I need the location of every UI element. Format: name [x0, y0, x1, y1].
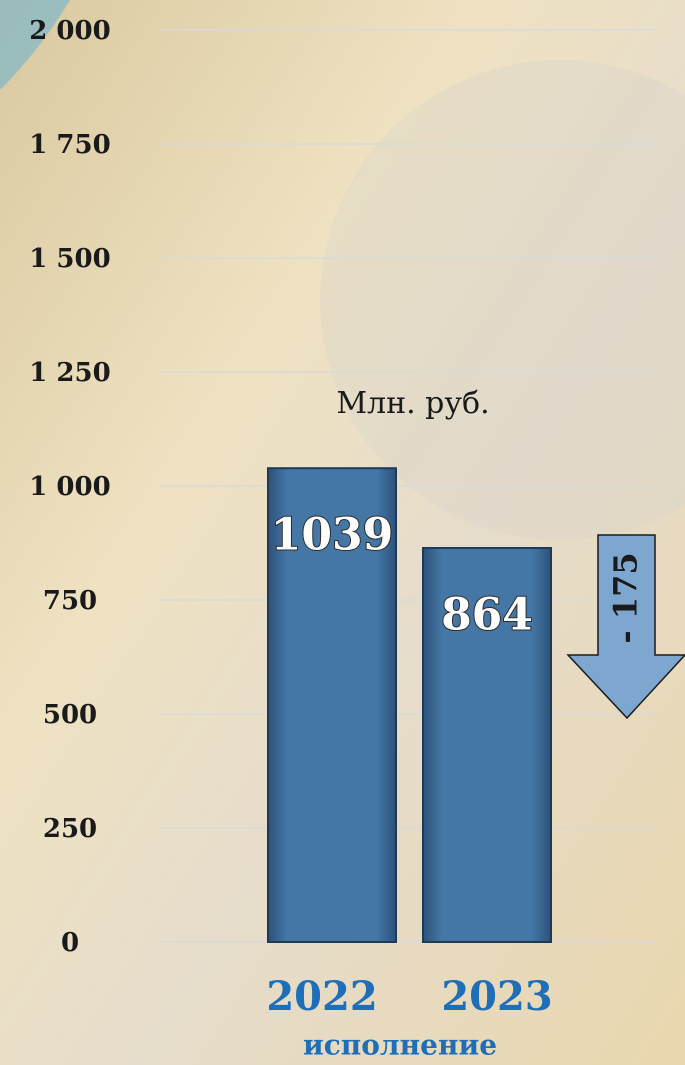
chart: Млн. руб. исполнение - 175 0 250 500 750 1 0… — [0, 0, 685, 1065]
x-axis-label: исполнение — [303, 1029, 497, 1062]
x-tick-label: 2023 — [441, 973, 552, 1020]
y-tick-label: 1 500 — [29, 244, 110, 274]
unit-label: Млн. руб. — [336, 386, 489, 421]
y-tick-label: 2 000 — [29, 16, 110, 46]
y-tick-label: 1 750 — [29, 130, 110, 160]
y-tick-label: 0 — [61, 928, 79, 958]
y-tick-label: 1 250 — [29, 358, 110, 388]
annotation: - 175 — [607, 552, 645, 643]
y-tick-label: 750 — [43, 586, 97, 616]
y-tick-label: 1 000 — [29, 472, 110, 502]
y-tick-label: 250 — [43, 814, 97, 844]
value-label: 864 — [441, 590, 533, 641]
value-label: 1039 — [271, 510, 393, 561]
y-tick-label: 500 — [43, 700, 97, 730]
x-tick-label: 2022 — [266, 973, 377, 1020]
